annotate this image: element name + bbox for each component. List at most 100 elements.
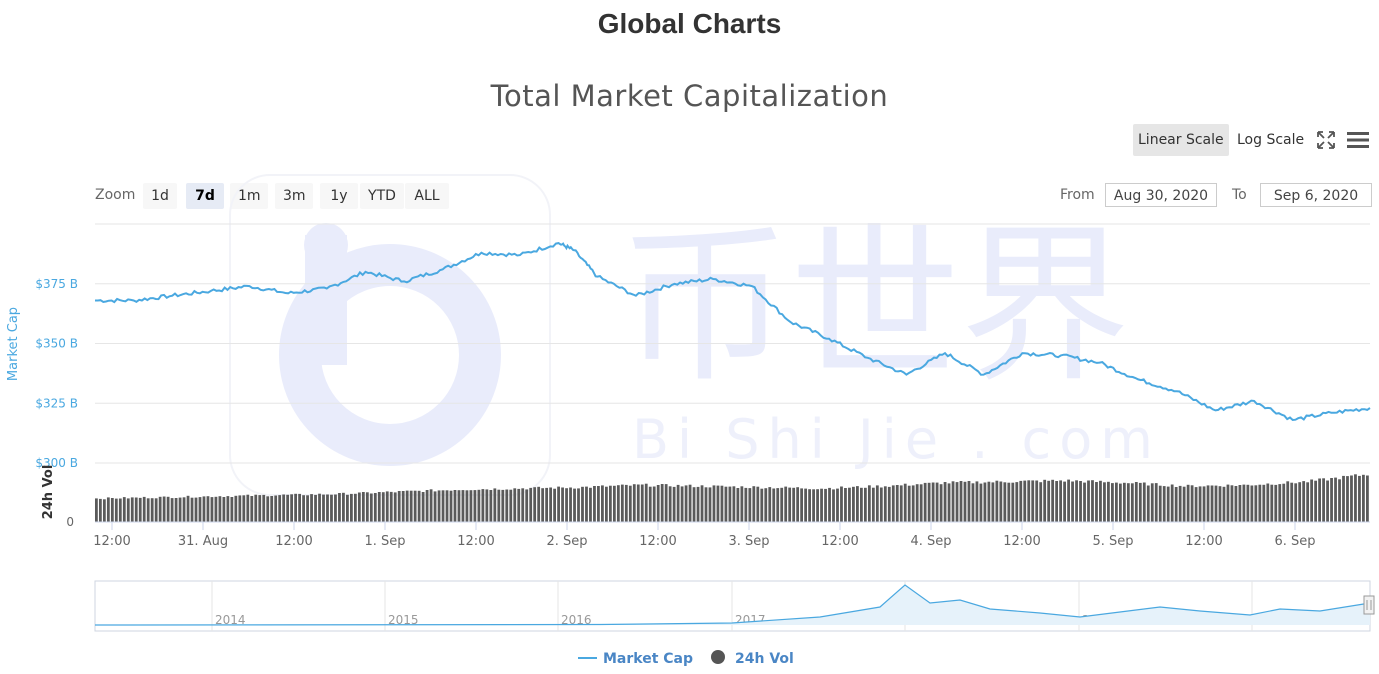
- volume-bar: [776, 488, 780, 522]
- navigator-tick-label: 2016: [561, 613, 592, 627]
- volume-bar: [577, 488, 580, 522]
- volume-bar: [724, 486, 728, 522]
- volume-bar: [1126, 483, 1130, 522]
- volume-bar: [429, 489, 433, 522]
- navigator[interactable]: 2014 2015 2016 2017 2018 2019 2020: [94, 580, 1375, 632]
- volume-bar: [509, 489, 513, 522]
- zoom-1y-button[interactable]: 1y: [320, 183, 358, 209]
- zoom-7d-button[interactable]: 7d: [186, 183, 224, 209]
- volume-bar: [1314, 480, 1318, 522]
- volume-bar: [597, 486, 600, 522]
- to-label: To: [1232, 187, 1247, 203]
- zoom-1m-button[interactable]: 1m: [230, 183, 268, 209]
- log-scale-button[interactable]: Log Scale: [1237, 132, 1305, 148]
- volume-bar: [1067, 479, 1070, 522]
- zoom-1d-button[interactable]: 1d: [143, 183, 177, 209]
- hamburger-menu-icon[interactable]: [1346, 130, 1370, 150]
- y-axis-ticks: $375 B $350 B $325 B $300 B: [35, 277, 78, 470]
- volume-bar: [772, 488, 776, 522]
- from-date-input[interactable]: Aug 30, 2020: [1105, 183, 1217, 207]
- volume-bar: [501, 489, 505, 522]
- volume-bar: [975, 481, 979, 522]
- watermark: 币世界 Bi Shi Jie . com: [229, 174, 1153, 496]
- volume-bar: [326, 494, 329, 522]
- volume-bar: [389, 491, 393, 522]
- x-tick-label: 12:00: [639, 534, 676, 549]
- volume-bar: [979, 483, 983, 522]
- volume-bar: [210, 497, 214, 522]
- volume-bar: [473, 490, 477, 522]
- volume-bar: [1330, 478, 1333, 522]
- volume-series-bars: [95, 474, 1370, 523]
- volume-bar: [1059, 480, 1063, 522]
- volume-bar: [266, 496, 270, 522]
- volume-bar: [788, 487, 792, 522]
- volume-bar: [1015, 482, 1019, 522]
- fullscreen-icon[interactable]: [1316, 130, 1336, 150]
- volume-bar: [844, 488, 847, 522]
- volume-bar: [1354, 474, 1357, 522]
- volume-bar: [154, 498, 158, 522]
- volume-bar: [832, 489, 835, 522]
- y-tick-label: $300 B: [35, 456, 78, 470]
- volume-bar: [648, 486, 652, 522]
- volume-bar: [1031, 480, 1035, 522]
- volume-bar: [991, 482, 995, 522]
- volume-bar: [1043, 479, 1047, 522]
- linear-scale-button[interactable]: Linear Scale: [1133, 124, 1229, 156]
- volume-bar: [879, 487, 883, 522]
- volume-tick-zero: 0: [66, 515, 74, 529]
- volume-bar: [162, 496, 166, 522]
- navigator-tick-label: 2017: [735, 613, 766, 627]
- volume-bar: [812, 489, 815, 522]
- volume-bar: [114, 498, 118, 522]
- volume-bar: [1258, 484, 1262, 522]
- volume-bar: [792, 487, 796, 522]
- volume-bar: [756, 486, 760, 522]
- volume-bar: [931, 482, 935, 522]
- volume-bar: [95, 498, 98, 522]
- volume-bar: [760, 488, 764, 522]
- volume-bar: [1250, 485, 1254, 522]
- volume-bar: [1290, 482, 1294, 522]
- volume-bar: [413, 490, 417, 522]
- to-date-input[interactable]: Sep 6, 2020: [1260, 183, 1372, 207]
- volume-bar: [808, 489, 811, 522]
- volume-bar: [796, 487, 800, 522]
- volume-bar: [907, 485, 911, 522]
- zoom-ytd-button[interactable]: YTD: [360, 183, 404, 209]
- volume-bar: [1087, 480, 1090, 522]
- volume-bar: [652, 486, 656, 522]
- volume-bar: [373, 493, 377, 522]
- legend[interactable]: Market Cap 24h Vol: [578, 650, 794, 667]
- volume-bar: [656, 485, 660, 522]
- page-title: Global Charts: [597, 8, 782, 39]
- volume-bar: [1115, 482, 1118, 522]
- volume-bar: [130, 497, 134, 522]
- navigator-tick-label: 2019: [1082, 613, 1113, 627]
- navigator-tick-label: 2020: [1255, 613, 1286, 627]
- volume-bar: [700, 485, 704, 522]
- volume-bar: [270, 496, 274, 522]
- volume-bar: [1302, 481, 1306, 522]
- volume-bar: [804, 488, 808, 522]
- volume-bar: [605, 486, 608, 522]
- volume-bar: [748, 488, 752, 522]
- volume-bar: [425, 490, 429, 522]
- volume-bar: [895, 485, 899, 522]
- volume-bar: [716, 485, 720, 522]
- volume-bar: [561, 487, 564, 522]
- volume-bar: [736, 488, 740, 522]
- volume-bar: [784, 486, 788, 522]
- x-tick-label: 3. Sep: [728, 534, 769, 549]
- zoom-all-button[interactable]: ALL: [405, 183, 449, 209]
- volume-bar: [138, 497, 142, 522]
- chart-title: Total Market Capitalization: [490, 79, 889, 113]
- volume-bar: [170, 498, 174, 522]
- volume-bar: [302, 495, 305, 522]
- volume-bar: [1103, 482, 1106, 522]
- volume-bar: [469, 490, 473, 522]
- volume-bar: [752, 486, 756, 522]
- market-cap-series-line: [95, 242, 1371, 422]
- zoom-3m-button[interactable]: 3m: [275, 183, 313, 209]
